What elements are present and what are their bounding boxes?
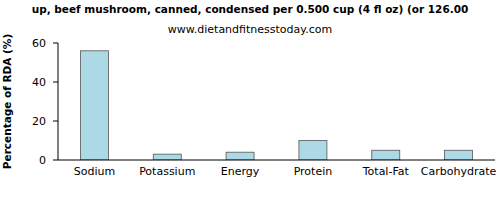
- bar: [445, 150, 473, 160]
- background: [0, 0, 500, 200]
- bar: [80, 51, 108, 160]
- x-axis: [58, 160, 495, 161]
- bar: [299, 141, 327, 161]
- y-tick: [53, 82, 58, 83]
- y-axis: [58, 43, 59, 160]
- y-axis-label: Percentage of RDA (%): [1, 34, 13, 169]
- y-tick-label: 20: [32, 115, 46, 128]
- y-tick: [53, 160, 58, 161]
- x-tick-label: Protein: [294, 165, 333, 178]
- y-tick: [53, 43, 58, 44]
- bar: [153, 154, 181, 160]
- title: up, beef mushroom, canned, condensed per…: [32, 3, 469, 15]
- y-tick-label: 40: [32, 76, 46, 89]
- chart-svg: up, beef mushroom, canned, condensed per…: [0, 0, 500, 200]
- x-tick-label: Potassium: [139, 165, 195, 178]
- x-tick-label: Total-Fat: [362, 165, 410, 178]
- bars: [80, 51, 472, 160]
- bar: [226, 152, 254, 160]
- bar: [372, 150, 400, 160]
- x-tick-label: Carbohydrate: [421, 165, 497, 178]
- subtitle: www.dietandfitnesstoday.com: [168, 23, 332, 36]
- y-tick: [53, 121, 58, 122]
- chart-container: up, beef mushroom, canned, condensed per…: [0, 0, 500, 200]
- y-tick-label: 60: [32, 37, 46, 50]
- x-tick-label: Energy: [221, 165, 260, 178]
- y-tick-label: 0: [39, 154, 46, 167]
- x-tick-label: Sodium: [74, 165, 115, 178]
